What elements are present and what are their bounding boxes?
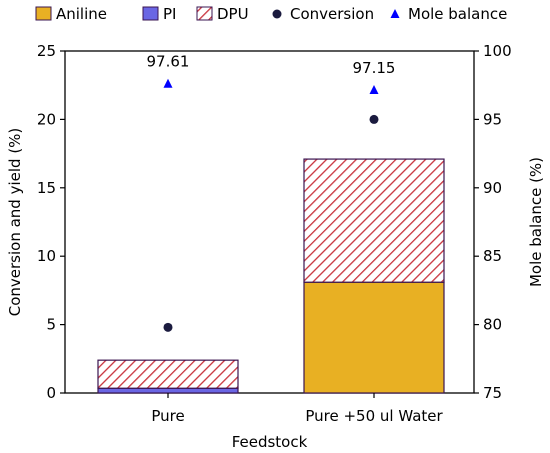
legend-label-conversion: Conversion bbox=[290, 5, 374, 23]
legend-swatch-pi bbox=[142, 6, 159, 21]
data-label-mole-balance-pure-50-ul-water: 97.15 bbox=[353, 59, 396, 77]
bar-aniline-pure-50-ul-water bbox=[303, 281, 445, 394]
bars-group bbox=[97, 158, 445, 394]
y-tick-label-left: 15 bbox=[37, 179, 56, 197]
point-conversion-pure bbox=[163, 322, 173, 332]
legend-swatch-aniline bbox=[35, 6, 52, 21]
legend-marker-conversion bbox=[272, 9, 282, 19]
y-tick-label-left: 25 bbox=[37, 42, 56, 60]
bar-dpu-pure-50-ul-water bbox=[303, 158, 445, 283]
x-tick-label-pure: Pure bbox=[151, 407, 184, 425]
axes-group: 0 5 10 15 20 25 75 80 85 90 95 100 Pure Pure +50 ul W… bbox=[37, 42, 512, 425]
y-tick-label-left: 0 bbox=[46, 384, 56, 402]
x-tick-label-pure-50-ul-water: Pure +50 ul Water bbox=[305, 407, 443, 425]
legend-label-mole-balance: Mole balance bbox=[408, 5, 507, 23]
legend-label-aniline: Aniline bbox=[56, 5, 107, 23]
y-tick-label-left: 5 bbox=[46, 316, 56, 334]
bar-dpu-pure bbox=[97, 359, 239, 389]
x-axis-title: Feedstock bbox=[232, 433, 308, 451]
y-tick-label-left: 20 bbox=[37, 110, 56, 128]
point-conversion-pure-50-ul-water bbox=[369, 114, 379, 124]
y-tick-label-right: 90 bbox=[483, 179, 502, 197]
y-tick-label-right: 100 bbox=[483, 42, 512, 60]
bar-pi-pure bbox=[97, 387, 239, 394]
legend-label-pi: PI bbox=[163, 5, 176, 23]
legend-label-dpu: DPU bbox=[217, 5, 249, 23]
y-tick-label-right: 80 bbox=[483, 316, 502, 334]
y-axis-title-right: Mole balance (%) bbox=[527, 157, 545, 287]
point-mole-balance-pure bbox=[163, 78, 173, 88]
plot-frame bbox=[64, 50, 475, 394]
y-tick-label-right: 95 bbox=[483, 110, 502, 128]
legend: Aniline PI DPU Conversion Mole balance bbox=[35, 5, 507, 23]
legend-swatch-dpu bbox=[196, 6, 213, 21]
y-tick-label-right: 85 bbox=[483, 247, 502, 265]
y-axis-title-left: Conversion and yield (%) bbox=[6, 128, 24, 317]
point-mole-balance-pure-50-ul-water bbox=[369, 84, 379, 94]
y-tick-label-right: 75 bbox=[483, 384, 502, 402]
markers-group: 97.61 97.15 bbox=[147, 53, 396, 332]
data-label-mole-balance-pure: 97.61 bbox=[147, 53, 190, 71]
legend-marker-mole-balance bbox=[390, 9, 400, 18]
y-tick-label-left: 10 bbox=[37, 247, 56, 265]
